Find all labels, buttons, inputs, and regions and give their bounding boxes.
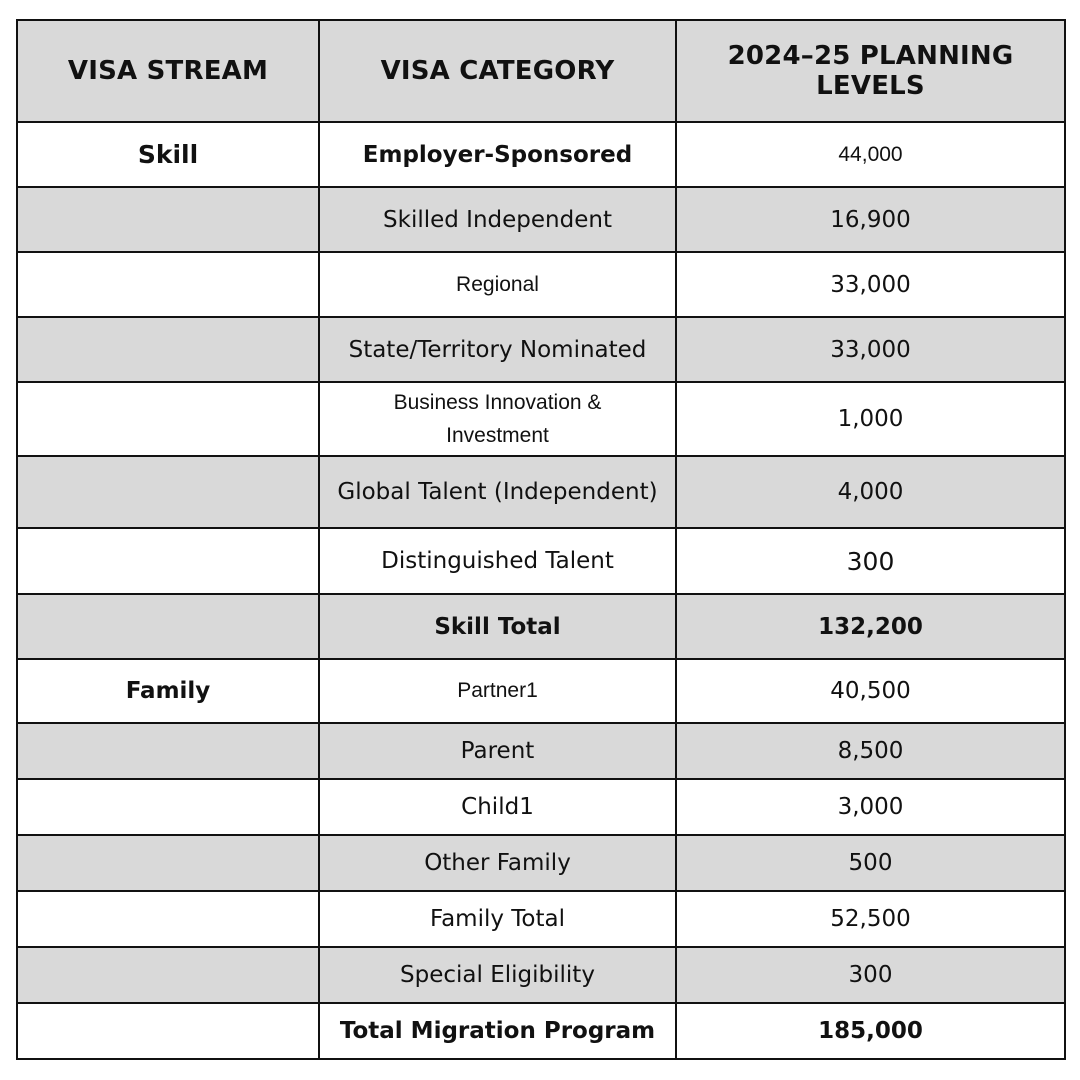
value-cell: 16,900 xyxy=(675,186,1066,253)
category-cell: Parent xyxy=(318,722,677,780)
stream-cell xyxy=(16,593,320,660)
header-planning-levels: 2024–25 PLANNING LEVELS xyxy=(675,19,1066,123)
stream-cell xyxy=(16,834,320,892)
category-cell: Other Family xyxy=(318,834,677,892)
category-cell: Employer-Sponsored xyxy=(318,121,677,188)
table-row: Distinguished Talent 300 xyxy=(16,527,1066,595)
stream-cell xyxy=(16,890,320,948)
category-cell: Regional xyxy=(318,251,677,318)
stream-cell xyxy=(16,186,320,253)
header-visa-category: VISA CATEGORY xyxy=(318,19,677,123)
table-row: Skill Employer-Sponsored 44,000 xyxy=(16,121,1066,188)
category-cell: Special Eligibility xyxy=(318,946,677,1004)
stream-cell xyxy=(16,381,320,457)
stream-cell xyxy=(16,316,320,383)
value-cell: 3,000 xyxy=(675,778,1066,836)
table-row: Parent 8,500 xyxy=(16,722,1066,780)
category-cell: State/Territory Nominated xyxy=(318,316,677,383)
value-cell: 300 xyxy=(675,527,1066,595)
category-cell: Total Migration Program xyxy=(318,1002,677,1060)
stream-cell xyxy=(16,455,320,529)
table-row: Skill Total 132,200 xyxy=(16,593,1066,660)
value-cell: 300 xyxy=(675,946,1066,1004)
value-cell: 44,000 xyxy=(675,121,1066,188)
value-cell: 1,000 xyxy=(675,381,1066,457)
value-cell: 132,200 xyxy=(675,593,1066,660)
stream-cell: Family xyxy=(16,658,320,724)
table-row: Family Partner1 40,500 xyxy=(16,658,1066,724)
stream-cell xyxy=(16,946,320,1004)
table-row: State/Territory Nominated 33,000 xyxy=(16,316,1066,383)
category-cell: Global Talent (Independent) xyxy=(318,455,677,529)
stream-cell xyxy=(16,1002,320,1060)
category-cell: Distinguished Talent xyxy=(318,527,677,595)
value-cell: 8,500 xyxy=(675,722,1066,780)
value-cell: 185,000 xyxy=(675,1002,1066,1060)
stream-cell xyxy=(16,722,320,780)
table-row: Other Family 500 xyxy=(16,834,1066,892)
table-row: Family Total 52,500 xyxy=(16,890,1066,948)
stream-cell xyxy=(16,251,320,318)
value-cell: 52,500 xyxy=(675,890,1066,948)
table-row: Skilled Independent 16,900 xyxy=(16,186,1066,253)
category-cell: Partner1 xyxy=(318,658,677,724)
category-cell: Skilled Independent xyxy=(318,186,677,253)
category-cell: Child1 xyxy=(318,778,677,836)
category-cell: Family Total xyxy=(318,890,677,948)
stream-cell: Skill xyxy=(16,121,320,188)
stream-cell xyxy=(16,527,320,595)
header-visa-stream: VISA STREAM xyxy=(16,19,320,123)
category-cell: Business Innovation & Investment xyxy=(318,381,677,457)
category-cell: Skill Total xyxy=(318,593,677,660)
value-cell: 500 xyxy=(675,834,1066,892)
header-row: VISA STREAM VISA CATEGORY 2024–25 PLANNI… xyxy=(16,19,1066,123)
table-row: Global Talent (Independent) 4,000 xyxy=(16,455,1066,529)
table-row: Child1 3,000 xyxy=(16,778,1066,836)
value-cell: 33,000 xyxy=(675,251,1066,318)
value-cell: 33,000 xyxy=(675,316,1066,383)
table-row: Special Eligibility 300 xyxy=(16,946,1066,1004)
table-row: Regional 33,000 xyxy=(16,251,1066,318)
visa-planning-table: VISA STREAM VISA CATEGORY 2024–25 PLANNI… xyxy=(16,19,1066,1060)
value-cell: 40,500 xyxy=(675,658,1066,724)
table-row: Business Innovation & Investment 1,000 xyxy=(16,381,1066,457)
table-row: Total Migration Program 185,000 xyxy=(16,1002,1066,1060)
value-cell: 4,000 xyxy=(675,455,1066,529)
stream-cell xyxy=(16,778,320,836)
